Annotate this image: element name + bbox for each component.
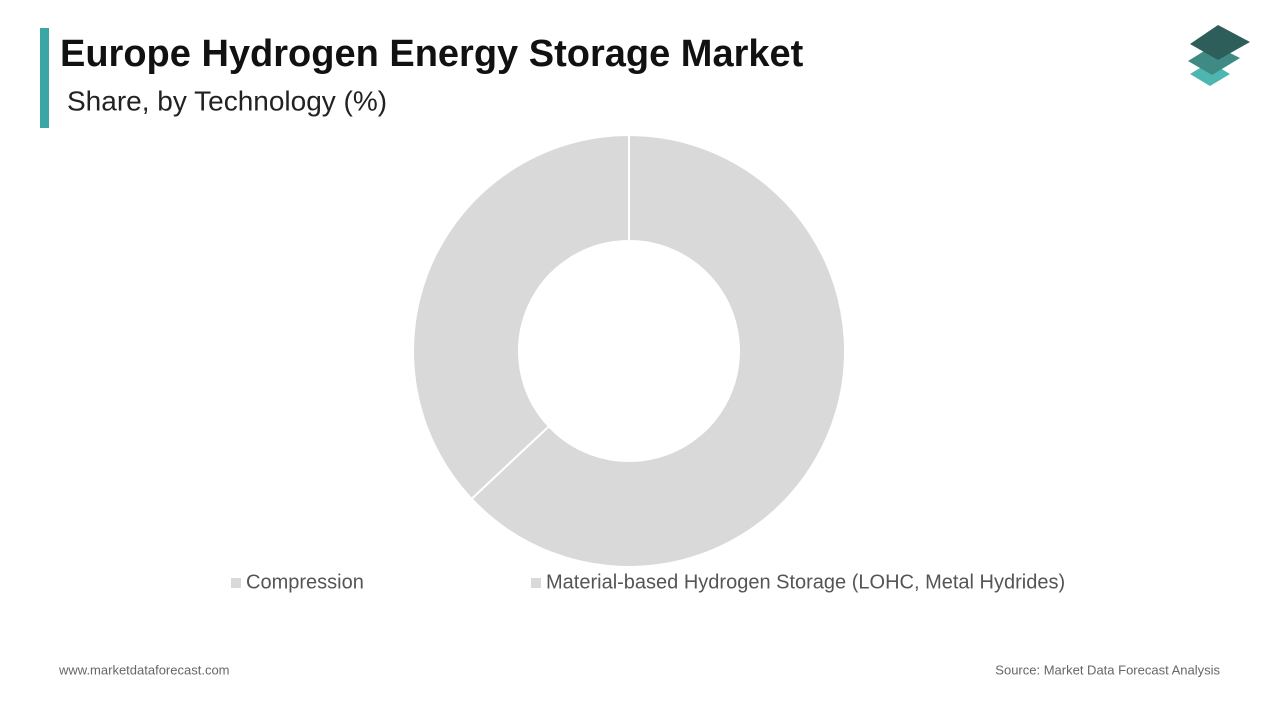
website: www.marketdataforecast.com [58,662,230,677]
chart-title: Europe Hydrogen Energy Storage Market [60,33,804,75]
legend-label: Compression [246,571,364,593]
legend-label: Material-based Hydrogen Storage (LOHC, M… [546,571,1065,593]
title-accent [40,28,49,128]
chart-subtitle: Share, by Technology (%) [67,85,387,116]
donut-segment [470,133,846,568]
legend-swatch [231,578,241,588]
logo [1188,25,1250,86]
source: Source: Market Data Forecast Analysis [995,662,1220,677]
donut-segment [412,133,630,501]
legend-swatch [531,578,541,588]
